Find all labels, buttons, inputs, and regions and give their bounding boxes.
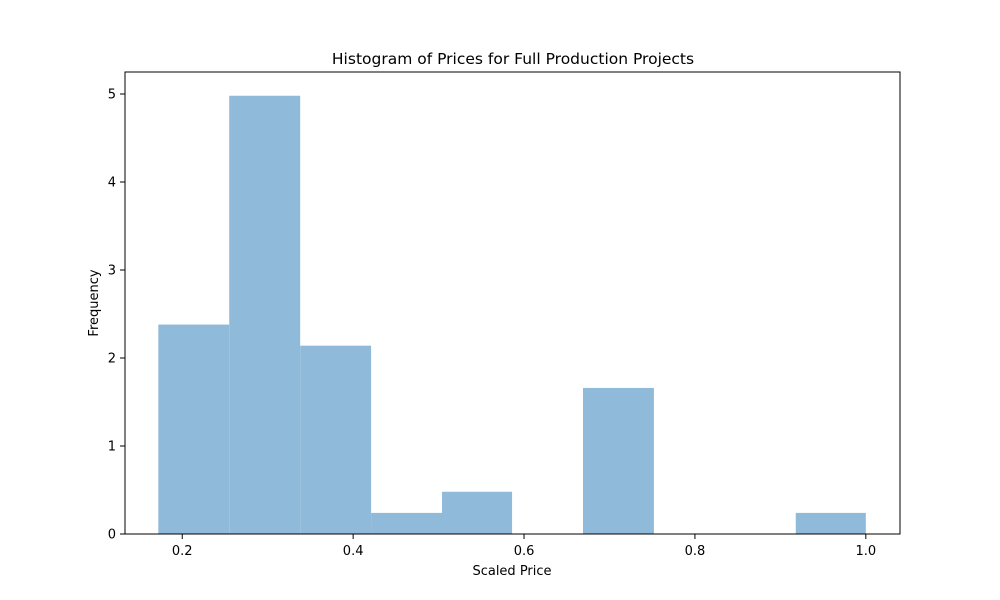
- x-tick-label: 1.0: [855, 544, 876, 559]
- y-axis-label: Frequency: [87, 269, 102, 336]
- x-tick-label: 0.6: [514, 544, 535, 559]
- x-axis: 0.2 0.4 0.6 0.8 1.0: [172, 534, 876, 559]
- x-tick-label: 0.2: [172, 544, 193, 559]
- y-tick-label: 2: [108, 352, 116, 367]
- bars-group: [158, 95, 866, 534]
- y-tick-label: 5: [108, 88, 116, 103]
- plot-frame: [124, 71, 901, 535]
- y-tick-label: 0: [108, 528, 116, 543]
- y-tick-label: 3: [108, 264, 116, 279]
- histogram-bar-1: [229, 95, 301, 534]
- chart-title: Histogram of Prices for Full Production …: [332, 50, 694, 68]
- histogram-bar-0: [158, 324, 230, 534]
- histogram-bar-9: [795, 512, 866, 534]
- histogram-bar-2: [300, 345, 372, 534]
- histogram-bar-6: [582, 387, 654, 534]
- x-axis-label: Scaled Price: [472, 564, 551, 579]
- histogram-bar-4: [442, 491, 513, 534]
- y-tick-label: 1: [108, 440, 116, 455]
- x-tick-label: 0.8: [685, 544, 706, 559]
- x-tick-label: 0.4: [343, 544, 364, 559]
- y-axis: 0 1 2 3 4 5: [108, 88, 125, 543]
- y-tick-label: 4: [108, 176, 116, 191]
- histogram-bar-3: [371, 512, 443, 534]
